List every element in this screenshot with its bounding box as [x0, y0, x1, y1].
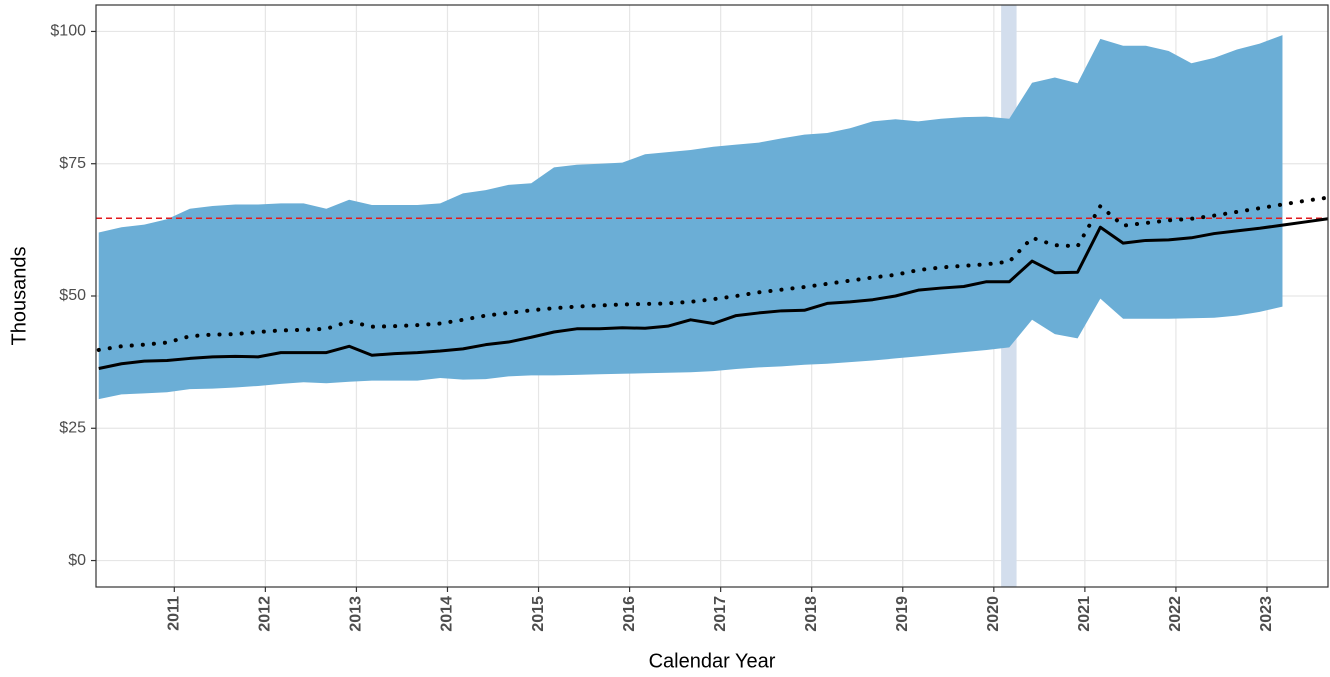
y-tick-label: $50: [59, 287, 86, 304]
y-axis-title: Thousands: [8, 247, 30, 346]
x-tick-label: 2019: [894, 596, 911, 632]
x-tick-label: 2013: [348, 596, 365, 632]
x-tick-label: 2012: [257, 596, 274, 632]
series-line: [98, 217, 1329, 370]
y-tick-label: $25: [59, 419, 86, 436]
x-tick-label: 2023: [1258, 596, 1275, 632]
ribbon: [98, 35, 1283, 400]
x-tick-label: 2017: [712, 596, 729, 632]
x-tick-label: 2016: [621, 596, 638, 632]
x-tick-label: 2014: [439, 596, 456, 632]
x-tick-label: 2020: [985, 596, 1002, 632]
x-tick-label: 2021: [1076, 596, 1093, 632]
x-axis-title: Calendar Year: [649, 650, 776, 672]
y-tick-label: $0: [68, 552, 86, 569]
x-tick-label: 2015: [530, 596, 547, 632]
x-tick-label: 2022: [1167, 596, 1184, 632]
x-tick-label: 2011: [166, 596, 183, 631]
x-tick-label: 2018: [803, 596, 820, 632]
panel-border: [95, 4, 1329, 588]
y-tick-label: $75: [59, 155, 86, 172]
y-tick-label: $100: [50, 23, 86, 40]
